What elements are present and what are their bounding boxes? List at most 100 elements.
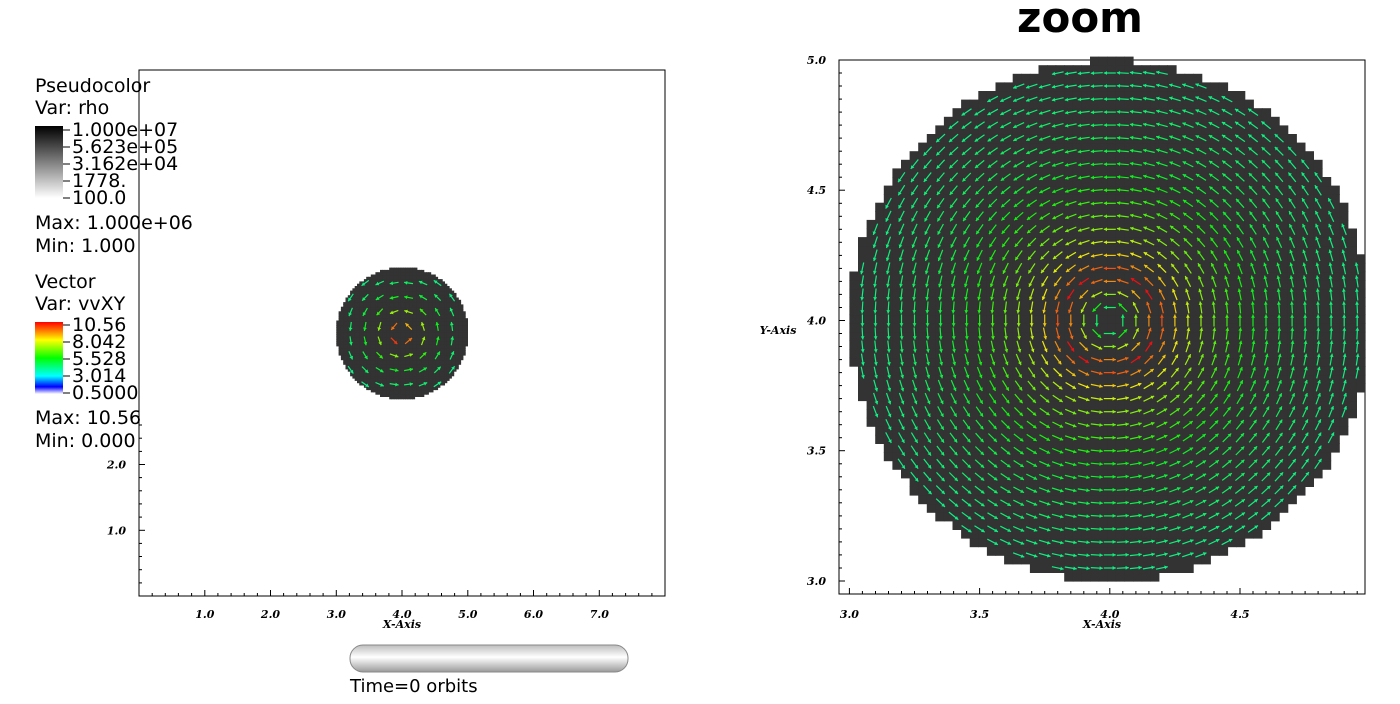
density-cell <box>1004 143 1013 152</box>
density-cell <box>1107 512 1116 521</box>
density-cell <box>892 332 901 341</box>
density-cell <box>875 211 884 220</box>
density-cell <box>892 263 901 272</box>
density-cell <box>953 435 962 444</box>
density-cell <box>1090 74 1099 83</box>
density-cell <box>1116 452 1125 461</box>
density-cell <box>1167 443 1176 452</box>
density-cell <box>1064 572 1073 581</box>
density-cell <box>970 323 979 332</box>
density-cell <box>1064 529 1073 538</box>
density-cell <box>892 323 901 332</box>
density-cell <box>867 418 876 427</box>
density-cell <box>1116 57 1125 66</box>
density-cell <box>927 203 936 212</box>
density-cell <box>1021 246 1030 255</box>
density-cell <box>1202 168 1211 177</box>
density-cell <box>1004 125 1013 134</box>
density-cell <box>1081 82 1090 91</box>
density-cell <box>918 452 927 461</box>
density-cell <box>1047 323 1056 332</box>
density-cell <box>1073 74 1082 83</box>
density-cell <box>1081 74 1090 83</box>
pseudocolor-var: Var: rho <box>35 97 109 119</box>
density-cell <box>944 452 953 461</box>
density-cell <box>1116 409 1125 418</box>
density-cell <box>1193 100 1202 109</box>
density-cell <box>1047 358 1056 367</box>
density-cell <box>884 426 893 435</box>
density-cell <box>1124 100 1133 109</box>
density-cell <box>1193 409 1202 418</box>
density-cell <box>1064 125 1073 134</box>
density-cell <box>892 220 901 229</box>
density-cell <box>463 311 466 314</box>
density-cell <box>910 246 919 255</box>
density-cell <box>1107 486 1116 495</box>
density-cell <box>1150 289 1159 298</box>
density-cell <box>1176 332 1185 341</box>
density-cell <box>1013 555 1022 564</box>
density-cell <box>1090 177 1099 186</box>
density-cell <box>1116 203 1125 212</box>
density-cell <box>935 486 944 495</box>
density-cell <box>1176 220 1185 229</box>
density-cell <box>1210 452 1219 461</box>
density-cell <box>1159 306 1168 315</box>
density-cell <box>1210 478 1219 487</box>
time-slider-track[interactable] <box>350 645 628 672</box>
density-cell <box>1039 186 1048 195</box>
density-cell <box>875 297 884 306</box>
density-cell <box>1116 306 1125 315</box>
density-cell <box>996 349 1005 358</box>
density-cell <box>1150 272 1159 281</box>
density-cell <box>1047 160 1056 169</box>
density-cell <box>1021 349 1030 358</box>
density-cell <box>1099 220 1108 229</box>
density-cell <box>1090 272 1099 281</box>
density-cell <box>944 289 953 298</box>
density-cell <box>849 358 858 367</box>
density-cell <box>1176 383 1185 392</box>
density-cell <box>1099 74 1108 83</box>
density-cell <box>1116 177 1125 186</box>
density-cell <box>901 160 910 169</box>
density-cell <box>970 349 979 358</box>
density-cell <box>1030 220 1039 229</box>
density-cell <box>1142 151 1151 160</box>
density-cell <box>918 358 927 367</box>
density-cell <box>996 340 1005 349</box>
density-cell <box>1150 478 1159 487</box>
density-cell <box>1124 332 1133 341</box>
density-cell <box>1150 332 1159 341</box>
density-cell <box>1056 82 1065 91</box>
density-cell <box>1116 74 1125 83</box>
density-cell <box>1099 401 1108 410</box>
density-cell <box>1013 504 1022 513</box>
vector-max: Max: 10.56 <box>35 407 141 429</box>
density-cell <box>1047 564 1056 573</box>
density-cell <box>1107 392 1116 401</box>
density-cell <box>953 452 962 461</box>
density-cell <box>1210 246 1219 255</box>
density-cell <box>1021 409 1030 418</box>
density-cell <box>1030 418 1039 427</box>
density-cell <box>1142 478 1151 487</box>
density-cell <box>1116 504 1125 513</box>
density-cell <box>1090 529 1099 538</box>
density-cell <box>1176 74 1185 83</box>
density-cell <box>996 91 1005 100</box>
density-cell <box>1167 555 1176 564</box>
density-cell <box>867 289 876 298</box>
density-cell <box>987 547 996 556</box>
density-cell <box>927 452 936 461</box>
density-cell <box>996 332 1005 341</box>
time-slider[interactable]: Time=0 orbits <box>349 645 628 697</box>
density-cell <box>918 495 927 504</box>
density-cell <box>1133 272 1142 281</box>
density-cell <box>918 349 927 358</box>
density-cell <box>978 151 987 160</box>
density-cell <box>1064 478 1073 487</box>
density-cell <box>1073 272 1082 281</box>
